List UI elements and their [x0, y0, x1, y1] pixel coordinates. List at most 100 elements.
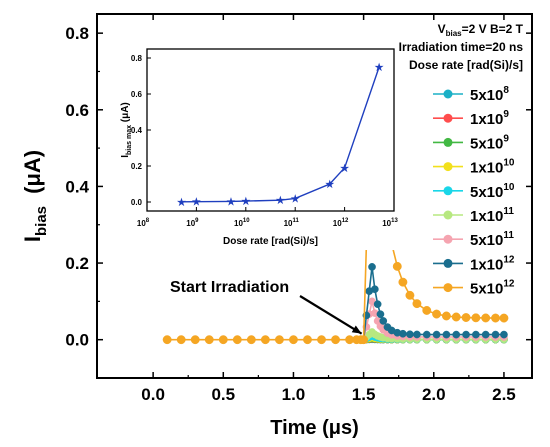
data-point [499, 313, 509, 323]
start-irradiation-annotation: Start Irradiation [170, 279, 363, 335]
data-point [422, 306, 432, 315]
data-point [491, 330, 500, 339]
inset-data-point: ★ [325, 180, 334, 191]
legend-label: 5x1010 [470, 182, 515, 201]
inset-y-tick-label: 0.0 [131, 198, 143, 207]
inset-x-tick-label: 1010 [234, 218, 250, 228]
x-tick-label: 2.0 [422, 385, 446, 404]
inset-y-axis-title: Ibias max (μA) [120, 102, 133, 158]
data-point [370, 285, 379, 294]
legend-marker [443, 137, 453, 147]
inset-background [118, 40, 404, 250]
x-tick-label: 2.5 [492, 385, 516, 404]
inset-x-axis-title: Dose rate [rad(Si)/s] [223, 236, 318, 247]
data-point [218, 335, 228, 345]
data-point [368, 263, 376, 271]
legend-marker [443, 258, 453, 268]
x-tick-label: 1.5 [352, 385, 376, 404]
legend-item: 5x1011 [433, 230, 514, 249]
legend-label: 5x1012 [470, 279, 515, 298]
data-point [392, 261, 402, 271]
data-point [442, 330, 451, 339]
info-bias-field: Vbias=2 V B=2 T [438, 22, 524, 38]
legend-item: 1x1012 [433, 254, 515, 273]
legend-marker [443, 89, 453, 99]
data-point [406, 330, 414, 339]
data-point [441, 311, 451, 321]
y-tick-label: 0.2 [65, 254, 89, 273]
data-point [472, 330, 480, 339]
data-point [399, 329, 407, 338]
plot-frame [96, 13, 533, 379]
data-point [413, 330, 421, 339]
data-point [462, 330, 470, 339]
inset-y-tick-label: 0.2 [131, 162, 143, 171]
data-point [432, 309, 442, 319]
inset-x-tick-label: 1013 [382, 218, 398, 228]
inset-x-tick-label: 1012 [333, 218, 349, 228]
inset-x-tick-label: 108 [137, 218, 150, 228]
annotation-arrow [299, 295, 363, 335]
x-tick-label: 0.0 [141, 385, 165, 404]
data-point [481, 330, 490, 339]
series-1x10^12 [352, 263, 508, 344]
data-point [260, 335, 270, 345]
legend-marker [443, 234, 453, 244]
inset-y-tick-label: 0.4 [131, 126, 143, 135]
legend-item: 1x1011 [433, 206, 514, 225]
data-point [451, 312, 461, 322]
legend-item: 5x1012 [433, 279, 515, 298]
legend-label: 5x108 [470, 85, 509, 104]
inset-y-tick-label: 0.6 [131, 90, 143, 99]
data-point [331, 335, 340, 345]
legend-item: 5x108 [433, 85, 509, 104]
inset-chart: 108 109 1010 1011 1012 1013 0.0 0.2 0.4 0.6 0.8 Dos… [118, 40, 404, 250]
legend-item: 5x1010 [433, 182, 515, 201]
annotation-arrowhead [351, 325, 362, 334]
inset-x-tick-label: 1011 [284, 218, 300, 228]
inset-data-point: ★ [192, 197, 201, 208]
y-tick-label: 0.6 [65, 101, 89, 120]
inset-data-point: ★ [226, 197, 235, 208]
inset-series-line [181, 66, 380, 203]
data-point [303, 335, 312, 345]
data-point [405, 290, 415, 300]
y-tick-label: 0.4 [65, 177, 89, 196]
data-point [176, 335, 186, 345]
inset-data-point: ★ [340, 163, 349, 174]
y-tick-label: 0.8 [65, 24, 89, 43]
data-point [289, 335, 298, 345]
inset-data-point: ★ [177, 197, 186, 208]
data-point [274, 335, 284, 345]
main-plot: 0.0 0.5 1.0 1.5 2.0 2.5 0.0 0.2 0.4 0.6 0.8 Time (μ… [20, 13, 533, 439]
legend-label: 5x109 [470, 133, 509, 152]
legend-item: 1x109 [433, 109, 509, 128]
data-point [461, 313, 471, 322]
data-point [379, 317, 388, 325]
info-dose-rate-title: Dose rate [rad(Si)/s] [409, 58, 523, 72]
inset-data-point: ★ [241, 197, 250, 208]
data-point [412, 299, 422, 309]
inset-y-tick-label: 0.8 [131, 54, 143, 63]
data-point [246, 335, 256, 345]
data-point [398, 277, 408, 287]
inset-data-point: ★ [291, 194, 300, 205]
legend-label: 1x1012 [470, 254, 515, 273]
info-irradiation-time: Irradiation time=20 ns [399, 40, 524, 54]
annotation-label: Start Irradiation [170, 279, 289, 296]
legend-label: 1x1011 [470, 206, 514, 225]
legend-label: 1x109 [470, 109, 509, 128]
x-tick-label: 1.0 [282, 385, 306, 404]
inset-data-point: ★ [375, 63, 384, 74]
data-point [190, 335, 200, 345]
inset-data-point: ★ [276, 196, 285, 207]
data-point [232, 335, 242, 345]
y-tick-label: 0.0 [65, 331, 89, 350]
condition-info: Vbias=2 V B=2 T Irradiation time=20 ns Dos… [399, 22, 524, 72]
data-point [373, 300, 382, 309]
legend-marker [443, 283, 453, 293]
data-point [452, 330, 461, 339]
data-point [491, 313, 500, 323]
data-point [204, 335, 214, 345]
